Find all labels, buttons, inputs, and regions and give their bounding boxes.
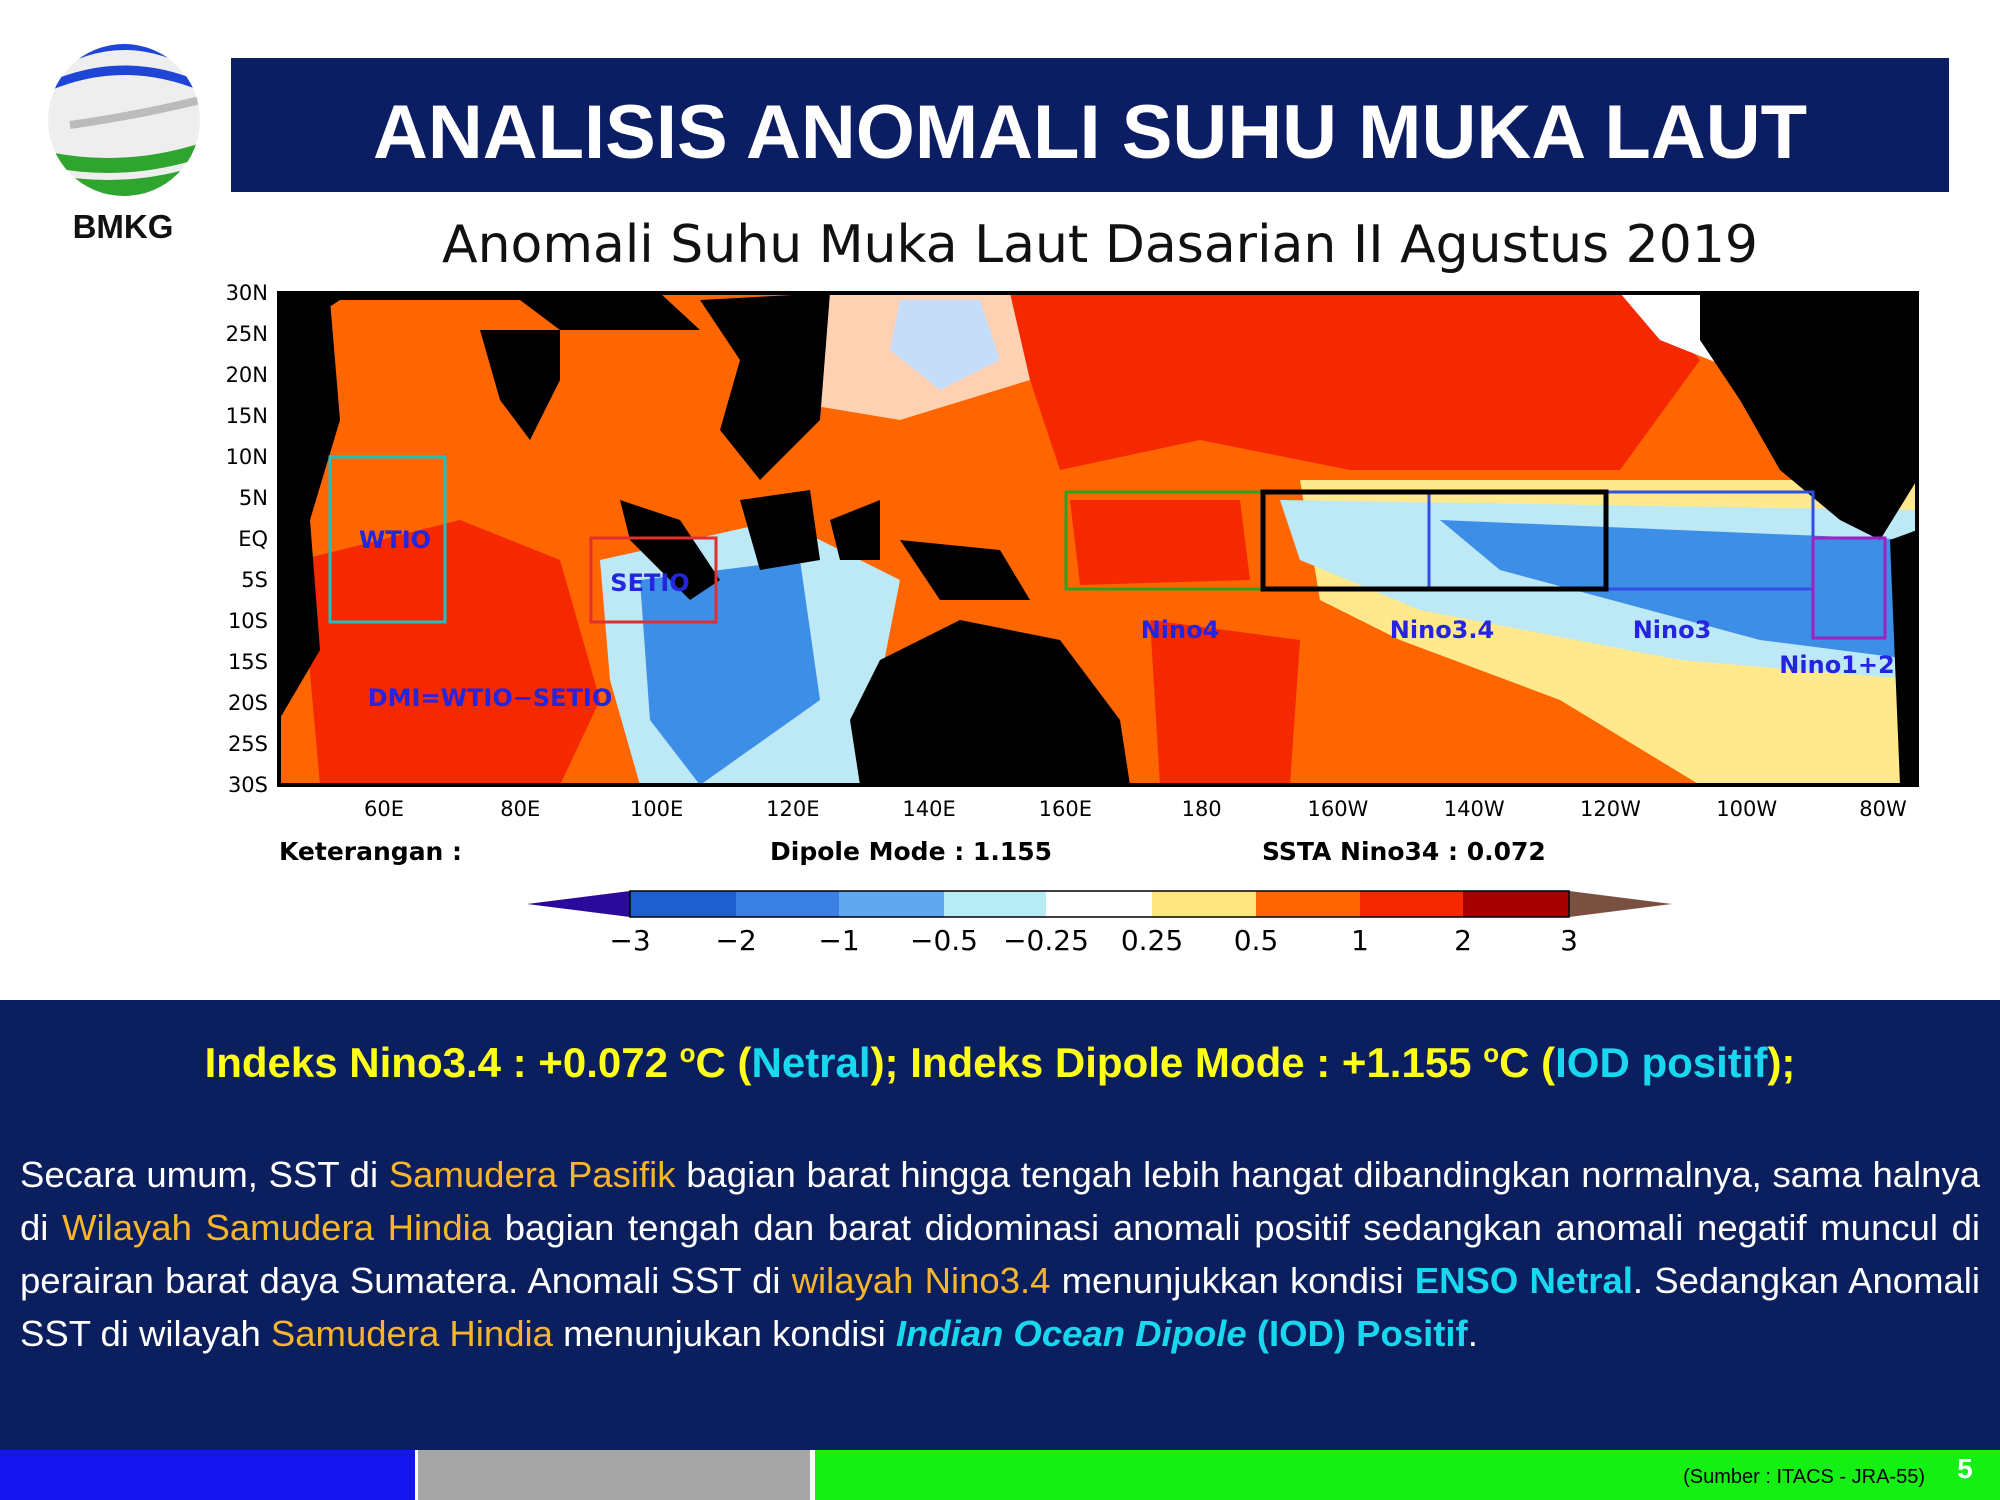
status: Netral <box>751 1039 871 1086</box>
highlight: Samudera Hindia <box>270 1313 553 1354</box>
lat-label: EQ <box>238 527 268 551</box>
wtio-box <box>328 455 447 624</box>
lat-label: 25S <box>228 732 268 756</box>
colorbar-label: 0.25 <box>1121 924 1183 957</box>
lon-label: 80E <box>500 797 540 821</box>
text: bagian tengah dan barat didominasi anoma… <box>20 1207 1980 1301</box>
source: (Sumber : ITACS - JRA-55) <box>1683 1466 1925 1488</box>
degree: o <box>1483 1038 1500 1068</box>
colorbar <box>527 890 1672 918</box>
nino12-box <box>1811 536 1887 640</box>
lat-label: 15S <box>228 650 268 674</box>
highlight: wilayah Nino3.4 <box>791 1260 1051 1301</box>
map-notes: Keterangan : Dipole Mode : 1.155 SSTA Ni… <box>279 837 1546 866</box>
lon-label: 100W <box>1716 797 1777 821</box>
text: C ( <box>1499 1039 1556 1086</box>
degree: o <box>679 1038 696 1068</box>
colorbar-label: −0.5 <box>910 924 978 957</box>
summary-panel <box>0 1000 2000 1450</box>
text: Indeks Nino3.4 : +0.072 <box>204 1039 680 1086</box>
dipole-mode: Dipole Mode : 1.155 <box>770 837 1052 866</box>
indices-line: Indeks Nino3.4 : +0.072 oC (Netral); Ind… <box>0 1038 2000 1087</box>
colorbar-label: 1 <box>1351 924 1369 957</box>
sst-map <box>279 293 1917 785</box>
lat-label: 20N <box>226 363 268 387</box>
lat-label: 20S <box>228 691 268 715</box>
text: menunjukkan kondisi <box>1050 1260 1415 1301</box>
colorbar-label: −2 <box>715 924 756 957</box>
lon-label: 80W <box>1859 797 1907 821</box>
lon-label: 180 <box>1182 797 1222 821</box>
region-label: WTIO <box>359 526 431 554</box>
lon-label: 60E <box>364 797 404 821</box>
text: Secara umum, SST di <box>20 1154 389 1195</box>
region-labels: WTIO SETIO DMI=WTIO−SETIO Nino4 Nino3.4 Nino3… <box>359 526 1895 712</box>
highlight: (IOD) Positif <box>1246 1313 1468 1354</box>
logo <box>48 44 200 196</box>
colorbar-label: −3 <box>609 924 650 957</box>
lat-label: 10S <box>228 609 268 633</box>
slide-title: ANALISIS ANOMALI SUHU MUKA LAUT <box>373 90 1807 175</box>
lat-label: 5N <box>239 486 268 510</box>
lon-label: 160E <box>1039 797 1092 821</box>
lat-label: 10N <box>226 445 268 469</box>
setio-box <box>589 536 718 624</box>
region-label: Nino4 <box>1141 616 1220 644</box>
lon-label: 140E <box>902 797 955 821</box>
lat-label: 15N <box>226 404 268 428</box>
map-title: Anomali Suhu Muka Laut Dasarian II Agust… <box>442 215 1758 275</box>
lon-label: 120E <box>766 797 819 821</box>
title-bar <box>231 58 1949 192</box>
status: IOD positif <box>1555 1039 1768 1086</box>
lon-label: 160W <box>1307 797 1368 821</box>
lat-label: 30S <box>228 773 268 797</box>
highlight: Wilayah Samudera Hindia <box>62 1207 492 1248</box>
region-label: Nino1+2 <box>1779 651 1894 679</box>
highlight: Indian Ocean Dipole <box>895 1313 1247 1354</box>
region-label: Nino3.4 <box>1390 616 1494 644</box>
colorbar-label: 3 <box>1560 924 1578 957</box>
colorbar-label: 2 <box>1454 924 1472 957</box>
text: ); <box>1767 1039 1796 1086</box>
lat-label: 5S <box>241 568 268 592</box>
lat-label: 25N <box>226 322 268 346</box>
lat-label: 30N <box>226 281 268 305</box>
region-label: Nino3 <box>1633 616 1712 644</box>
slide-top: BMKG ANALISIS ANOMALI SUHU MUKA LAUT Ano… <box>48 44 1949 957</box>
text: menunjukan kondisi <box>552 1313 896 1354</box>
text: bagian barat hingga tengah lebih hangat … <box>20 1154 1981 1248</box>
highlight: ENSO Netral <box>1414 1260 1633 1301</box>
nino34-box <box>1260 489 1609 592</box>
colorbar-label: −0.25 <box>1003 924 1089 957</box>
summary-paragraph: Secara umum, SST di Samudera Pasifik bag… <box>20 1148 1980 1360</box>
region-boxes <box>328 455 1887 640</box>
colorbar-label: 0.5 <box>1234 924 1279 957</box>
highlight: Samudera Pasifik <box>388 1154 676 1195</box>
text: C ( <box>695 1039 752 1086</box>
text: ); Indeks Dipole Mode : +1.155 <box>870 1039 1484 1086</box>
logo-text: BMKG <box>73 208 174 245</box>
text: . Sedangkan Anomali SST di wilayah <box>20 1260 1981 1354</box>
text: . <box>1467 1313 1478 1354</box>
lon-label: 140W <box>1444 797 1505 821</box>
page-number: 5 <box>1957 1453 1973 1484</box>
axis-labels: 30N 25N 20N 15N 10N 5N EQ 5S 10S 15S 20S 25S 30S 60E 8… <box>226 281 1907 821</box>
ssta-nino34: SSTA Nino34 : 0.072 <box>1262 837 1546 866</box>
region-label: SETIO <box>610 569 689 597</box>
colorbar-label: −1 <box>818 924 859 957</box>
colorbar-labels: −3 −2 −1 −0.5 −0.25 0.25 0.5 1 2 3 <box>609 924 1578 957</box>
region-label: DMI=WTIO−SETIO <box>368 684 613 712</box>
lon-label: 100E <box>630 797 683 821</box>
legend-caption: Keterangan : <box>279 837 462 866</box>
footer: (Sumber : ITACS - JRA-55) 5 <box>0 1450 2000 1500</box>
lon-label: 120W <box>1580 797 1641 821</box>
map-frame <box>277 291 1919 787</box>
